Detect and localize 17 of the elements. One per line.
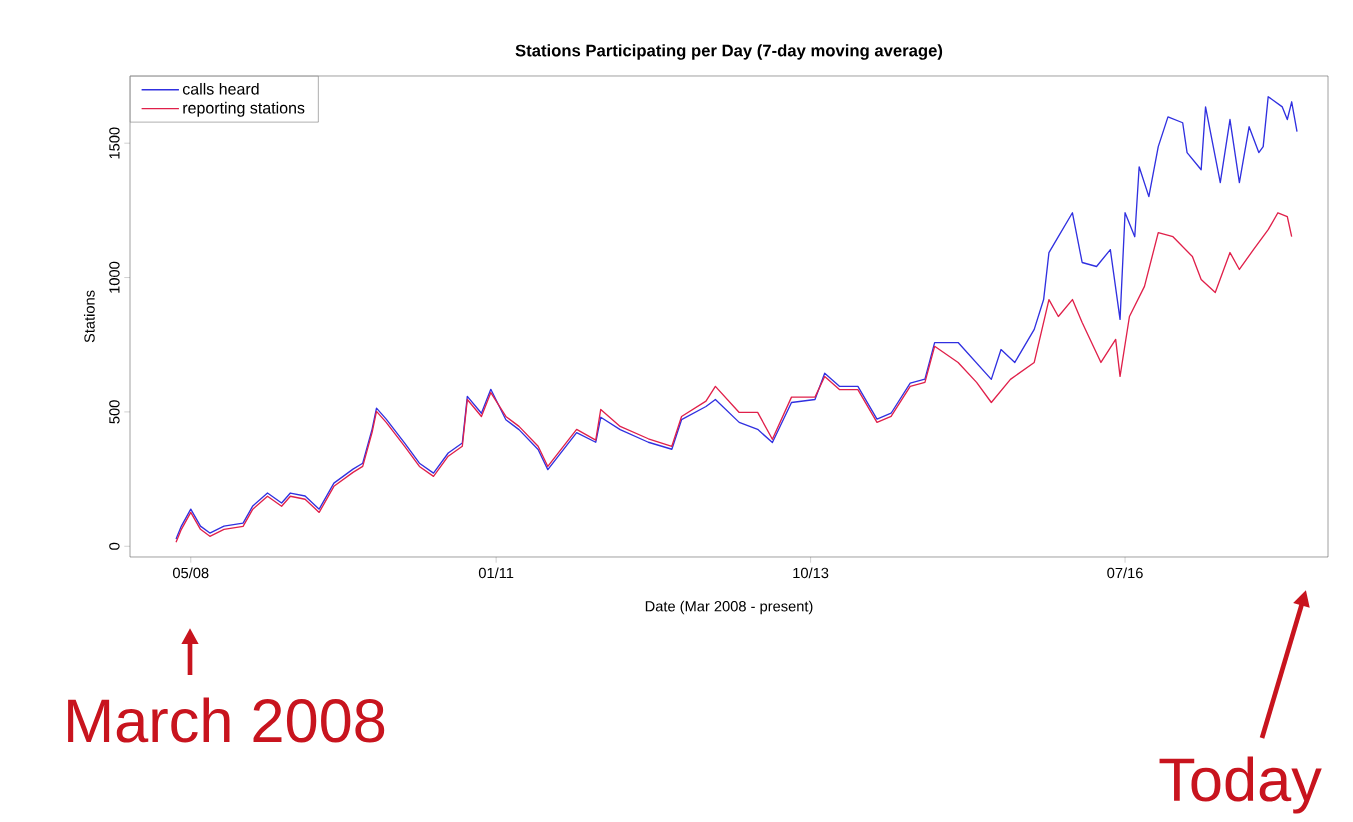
text: Today bbox=[1159, 756, 1322, 814]
line-series bbox=[175, 212, 1293, 543]
legend-label: reporting stations bbox=[183, 101, 305, 117]
legend-label: calls heard bbox=[182, 82, 259, 95]
y-tick-label: 500 bbox=[109, 400, 120, 424]
x-tick-label: 10/13 bbox=[793, 567, 829, 579]
y-tick-label: 1000 bbox=[109, 261, 120, 293]
x-axis-title: Date (Mar 2008 - present) bbox=[645, 600, 813, 615]
y-tick-label: 0 bbox=[109, 542, 120, 550]
x-tick-label: 01/11 bbox=[478, 567, 514, 579]
y-tick-label: 1500 bbox=[109, 127, 120, 159]
y-axis-title: Stations bbox=[83, 290, 95, 343]
line-series bbox=[175, 96, 1298, 540]
x-tick-label: 05/08 bbox=[172, 567, 209, 579]
x-tick-label: 07/16 bbox=[1107, 567, 1143, 579]
text: March 2008 bbox=[68, 697, 385, 743]
chart-title: Stations Participating per Day (7-day moving average) bbox=[515, 44, 943, 60]
